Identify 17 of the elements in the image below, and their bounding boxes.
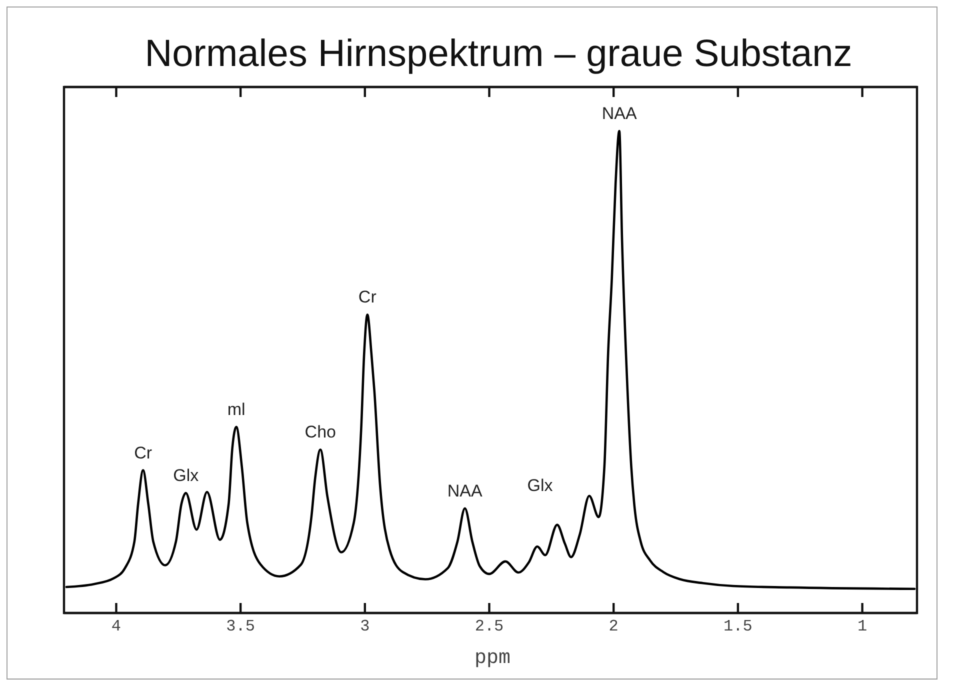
- x-tick-label: 3: [360, 617, 370, 636]
- x-tick-label: 4: [111, 617, 122, 636]
- annotation: Cho: [304, 422, 336, 442]
- x-axis-title: ppm: [474, 647, 511, 670]
- x-tick-label: 1: [857, 617, 868, 636]
- annotation: Glx: [527, 476, 554, 495]
- x-tick-label: 3.5: [226, 617, 255, 636]
- annotation: Glx: [173, 466, 200, 485]
- chart-title: Normales Hirnspektrum – graue Substanz: [144, 33, 852, 75]
- x-tick-label: 2: [608, 617, 618, 636]
- annotation: Cr: [134, 443, 152, 462]
- annotation: ml: [227, 400, 246, 419]
- x-tick-label: 1.5: [724, 617, 752, 636]
- annotation: NAA: [447, 481, 484, 500]
- annotation: NAA: [602, 104, 638, 123]
- x-tick-label: 2.5: [474, 617, 504, 636]
- annotation: Cr: [358, 288, 377, 307]
